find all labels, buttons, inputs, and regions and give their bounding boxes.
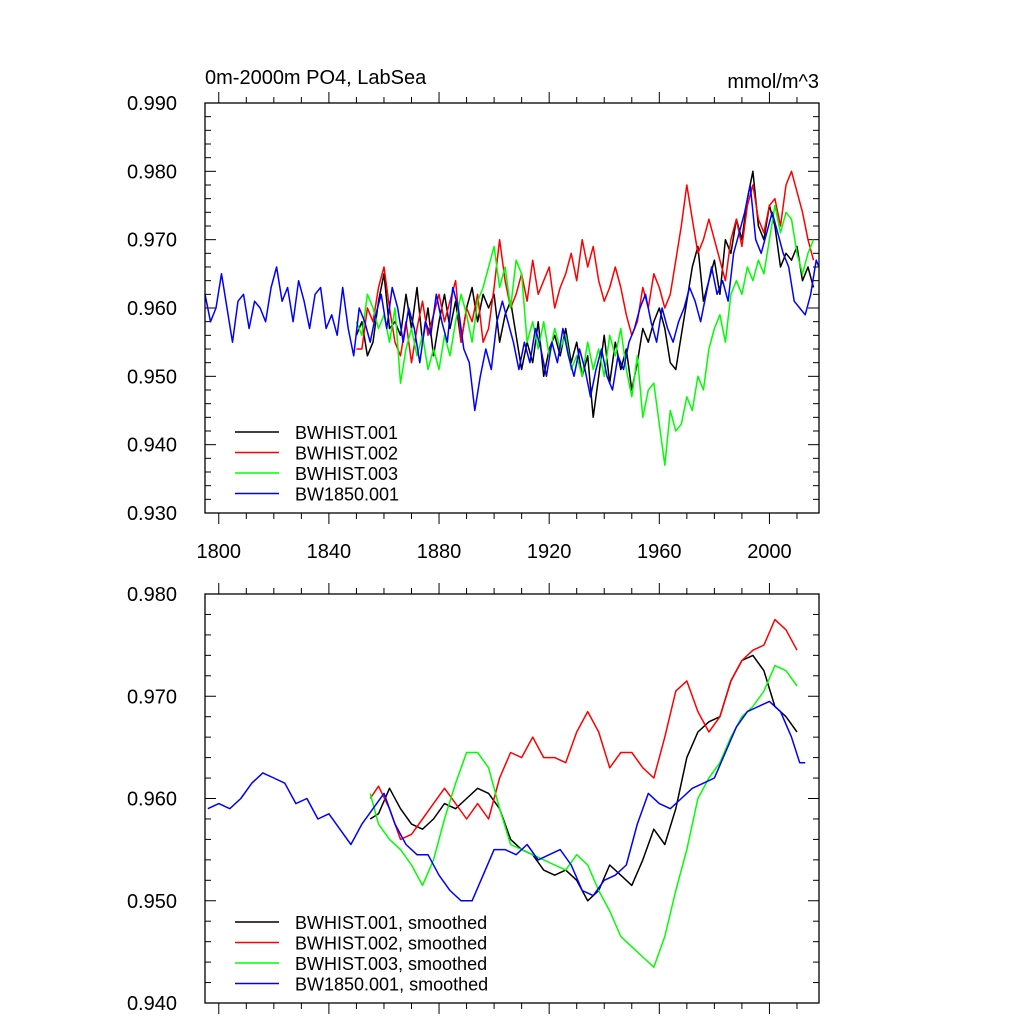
y-tick-label: 0.980 [127,161,177,183]
legend-label: BWHIST.003, smoothed [295,954,487,974]
top-plot-lines [204,170,820,466]
y-tick-label: 0.980 [127,584,177,606]
legend-label: BWHIST.002, smoothed [295,934,487,954]
y-tick-label: 0.970 [127,230,177,252]
legend-label: BWHIST.001, smoothed [295,913,487,933]
series-line [369,664,798,968]
legend-label: BWHIST.003 [295,464,398,484]
y-tick-label: 0.950 [127,891,177,913]
bottom-axes: 0.940 0.950 0.960 0.970 0.980 [127,583,819,1015]
y-tick-label: 0.940 [127,435,177,457]
x-tick-label: 1960 [637,541,682,563]
bottom-panel: 0.940 0.950 0.960 0.970 0.980 BWHIST.001, sm… [127,583,820,1015]
legend-label: BWHIST.001 [295,423,398,443]
y-tick-label: 0.950 [127,366,177,388]
x-tick-label: 1840 [307,541,352,563]
legend-label: BW1850.001 [295,485,399,505]
y-tick-label: 0.970 [127,686,177,708]
y-tick-label: 0.960 [127,298,177,320]
y-tick-label: 0.940 [127,993,177,1015]
legend-label: BW1850.001, smoothed [295,975,488,995]
series-line [369,618,798,841]
y-tick-label: 0.960 [127,789,177,811]
top-axes: 0.930 0.940 0.950 0.960 0.970 0.980 0.990 1800 1… [127,92,819,563]
x-tick-label: 1800 [197,541,242,563]
legend-label: BWHIST.002 [295,444,398,464]
x-tick-label: 1880 [417,541,462,563]
x-tick-label: 2000 [747,541,792,563]
top-plot-frame [204,102,820,514]
series-line [355,204,815,466]
y-tick-label: 0.930 [127,503,177,525]
series-line [204,184,820,412]
series-line [369,654,798,902]
units-label: mmol/m^3 [727,71,819,93]
series-line [356,170,815,364]
chart-title: 0m-2000m PO4, LabSea [205,67,427,89]
bottom-plot-frame [204,593,820,1004]
bottom-plot-lines [207,618,806,968]
y-tick-label: 0.990 [127,93,177,115]
x-tick-label: 1920 [527,541,572,563]
top-panel: 0m-2000m PO4, LabSea mmol/m^3 0.930 0.940… [127,67,820,563]
series-line [207,700,806,902]
